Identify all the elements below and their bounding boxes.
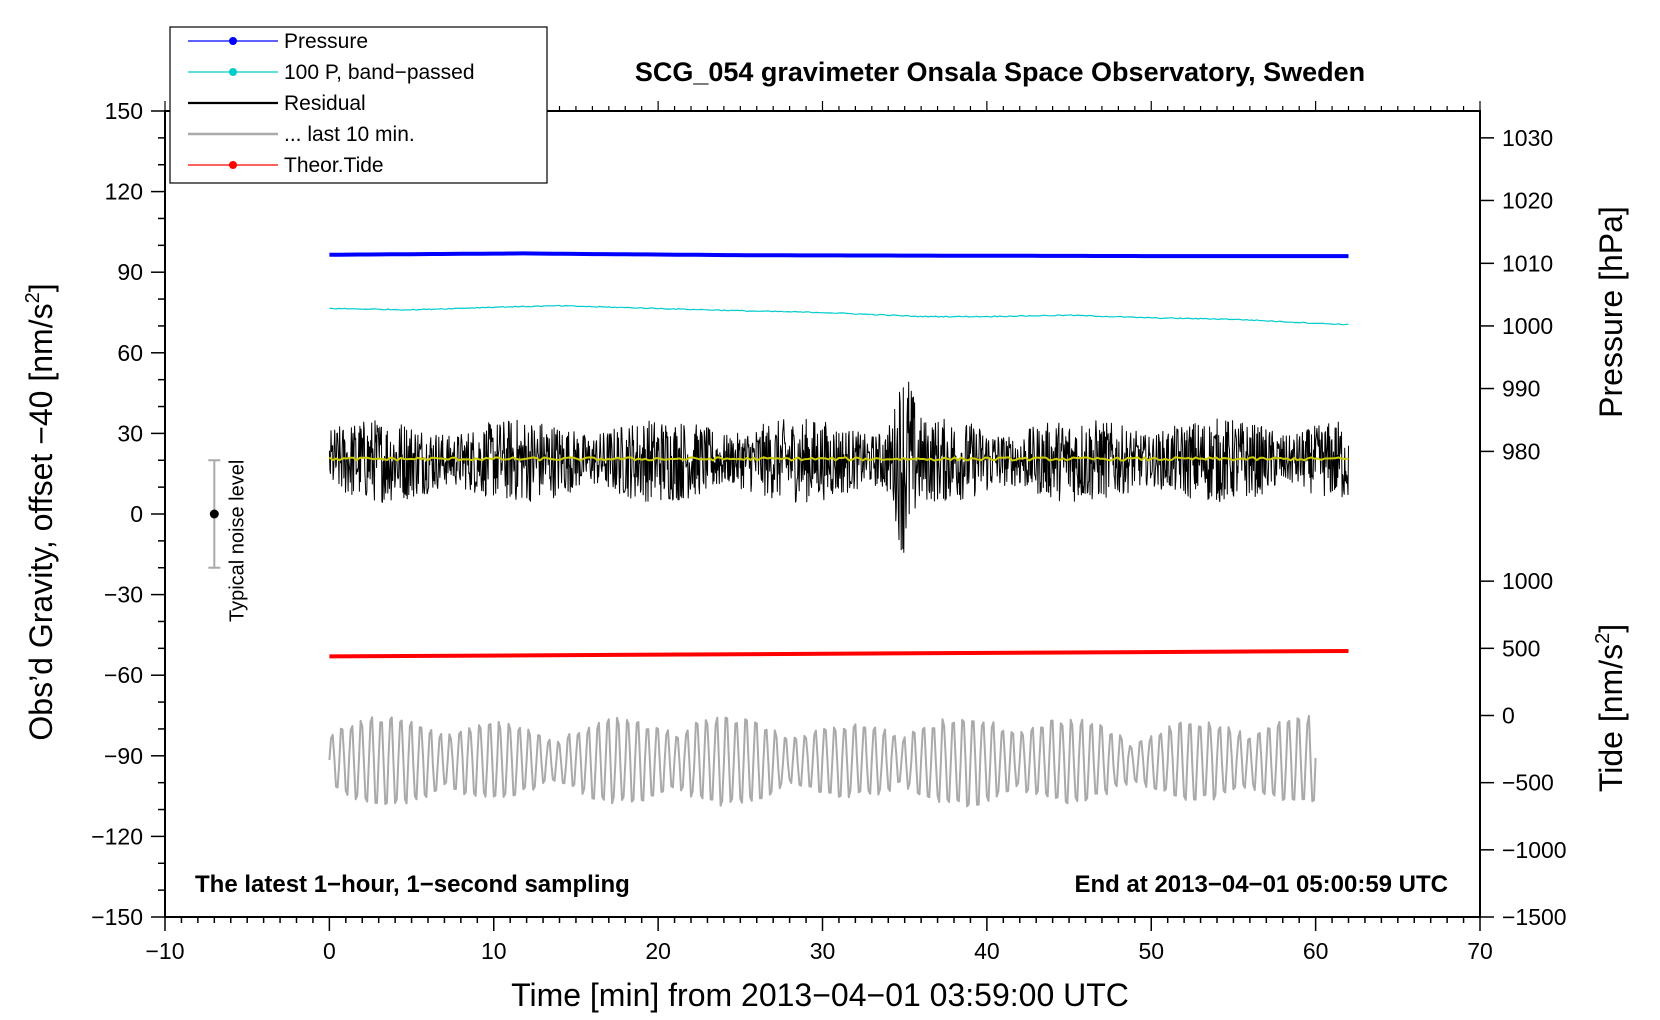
tide-tick-label: −500 [1502, 770, 1554, 796]
x-tick-label: 60 [1303, 938, 1329, 964]
x-axis-title: Time [min] from 2013−04−01 03:59:00 UTC [511, 977, 1129, 1013]
y-left-tick-label: 0 [130, 501, 143, 527]
y-axis-tide-title-text: Tide [nm/s [1593, 644, 1629, 792]
series-residual [328, 381, 1349, 553]
legend-swatch-marker [229, 161, 237, 169]
y-axis-left-title: Obs’d Gravity, offset −40 [nm/s2] [22, 283, 59, 740]
x-tick-label: 30 [810, 938, 836, 964]
tide-tick-label: −1500 [1502, 904, 1567, 930]
series-theor-tide [329, 649, 1349, 659]
y-axis-left-title-text: Obs’d Gravity, offset −40 [nm/s [23, 303, 59, 740]
pressure-tick-label: 990 [1502, 376, 1540, 402]
y-left-tick-label: 120 [105, 179, 143, 205]
legend: Pressure 100 P, band−passed Residual ... la… [169, 26, 548, 184]
y-axis-tide-title-sup: 2 [1592, 633, 1614, 644]
tide-tick-label: −1000 [1502, 837, 1567, 863]
x-tick-label: 20 [645, 938, 671, 964]
y-left-tick-label: 60 [117, 340, 143, 366]
noise-level-label: Typical noise level [226, 460, 248, 622]
pressure-tick-label: 1030 [1502, 125, 1553, 151]
pressure-tick-label: 980 [1502, 438, 1540, 464]
series-residual-smoothed [328, 456, 1349, 462]
series-pressure [329, 251, 1349, 259]
y-left-tick-label: 30 [117, 420, 143, 446]
y-axis-left: 150 120 90 60 30 0 −30 −60 −90 −120 −150 [91, 98, 165, 930]
legend-swatch-marker [229, 68, 237, 76]
series-layer [328, 251, 1349, 808]
y-left-tick-label: −60 [104, 662, 143, 688]
series-band-passed [329, 304, 1349, 326]
y-axis-tide-title-end: ] [1593, 624, 1629, 633]
y-left-tick-label: 90 [117, 259, 143, 285]
annotation-sampling: The latest 1−hour, 1−second sampling [195, 871, 630, 898]
y-axis-left-title-end: ] [23, 283, 59, 292]
legend-box [169, 26, 548, 184]
series-last-10-min [328, 714, 1317, 808]
y-left-tick-label: −30 [104, 582, 143, 608]
y-axis-tide-title: Tide [nm/s2] [1592, 624, 1629, 792]
y-left-tick-label: −150 [91, 904, 143, 930]
y-left-tick-label: 150 [105, 98, 143, 124]
legend-label: Pressure [284, 30, 368, 53]
y-left-tick-label: −120 [91, 823, 143, 849]
noise-bar-dot [209, 509, 219, 519]
y-left-tick-label: −90 [104, 743, 143, 769]
x-tick-label: 0 [323, 938, 336, 964]
noise-level-indicator: Typical noise level [208, 459, 248, 622]
legend-label: Residual [284, 92, 366, 115]
x-tick-label: 10 [481, 938, 507, 964]
chart-title: SCG_054 gravimeter Onsala Space Observat… [635, 57, 1365, 87]
y-axis-pressure-title: Pressure [hPa] [1593, 206, 1629, 418]
pressure-tick-label: 1000 [1502, 313, 1553, 339]
x-tick-label: −10 [145, 938, 184, 964]
tide-tick-label: 0 [1502, 703, 1515, 729]
pressure-tick-label: 1010 [1502, 250, 1553, 276]
annotation-end-time: End at 2013−04−01 05:00:59 UTC [1074, 871, 1448, 898]
legend-label: ... last 10 min. [284, 123, 415, 146]
y-axis-left-title-sup: 2 [22, 292, 44, 303]
tide-tick-label: 1000 [1502, 568, 1553, 594]
tide-tick-label: 500 [1502, 635, 1540, 661]
legend-swatch-marker [229, 37, 237, 45]
x-tick-label: 40 [974, 938, 1000, 964]
x-tick-label: 50 [1138, 938, 1164, 964]
x-axis: −10 0 10 20 30 40 50 60 70 [145, 101, 1493, 964]
y-axis-right: 1030 1020 1010 1000 990 980 1000 500 0 −500 −1000 −… [1480, 125, 1567, 930]
x-tick-label: 70 [1467, 938, 1493, 964]
legend-label: Theor.Tide [284, 154, 384, 177]
legend-label: 100 P, band−passed [284, 61, 475, 84]
pressure-tick-label: 1020 [1502, 187, 1553, 213]
